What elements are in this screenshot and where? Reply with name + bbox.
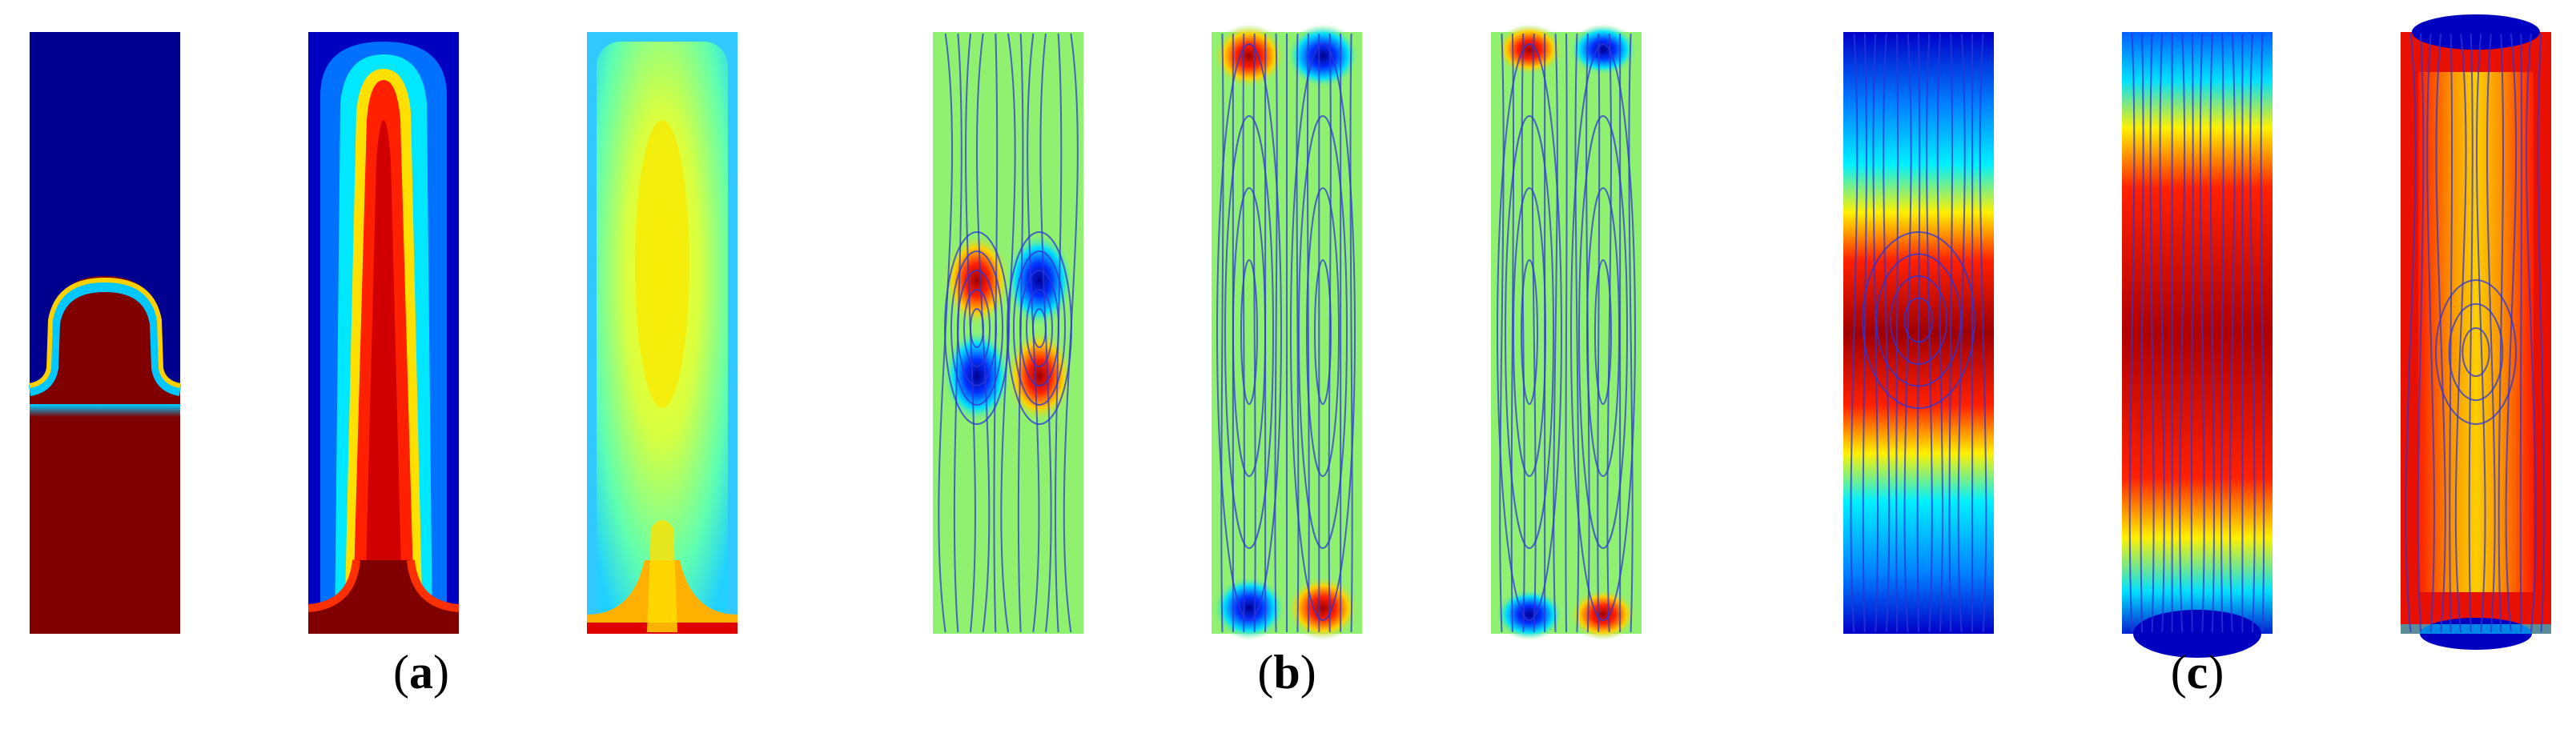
group-c [1843,14,2551,658]
streamlines-c1 [1850,33,1987,633]
caption-a: (a) [393,646,449,699]
panel-a1 [28,32,182,634]
group-a [28,32,737,634]
streamlines-b3 [1497,33,1637,633]
caption-b: (b) [1257,646,1316,699]
streamlines-c3 [2405,33,2546,633]
streamlines-b2 [1216,33,1356,633]
streamlines-b1 [938,33,1079,633]
panel-b3 [1491,24,1642,640]
caption-a-letter: a [409,646,433,699]
caption-c-letter: c [2186,646,2208,699]
panel-a3 [587,32,737,634]
panel-c2 [2122,32,2273,658]
panel-b1 [933,32,1083,634]
panel-b2 [1212,24,1362,640]
panel-c3 [2401,14,2551,650]
caption-c: (c) [2170,646,2224,699]
group-b [933,24,1642,640]
panel-a2 [307,32,460,634]
caption-b-letter: b [1273,646,1300,699]
panel-c1 [1843,32,1994,634]
streamlines-c2 [2128,33,2265,633]
